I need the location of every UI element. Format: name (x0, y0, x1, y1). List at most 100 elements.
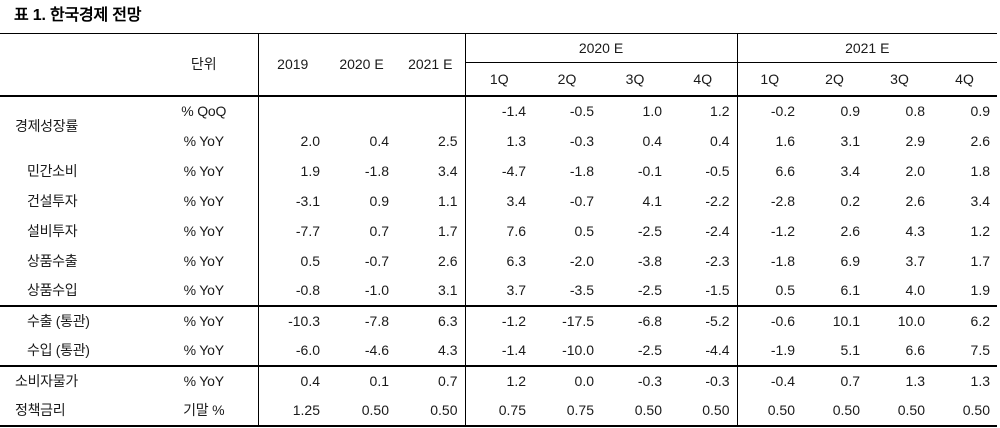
value-cell: 0.0 (533, 364, 601, 396)
value-cell: -2.5 (637, 342, 662, 358)
value-cell: -4.7 (501, 162, 526, 179)
value-cell: 1.9 (970, 282, 990, 298)
value-cell (327, 96, 396, 126)
value-cell: 1.2 (970, 222, 990, 239)
value-cell: 6.3 (506, 252, 526, 269)
value-cell: 0.5 (775, 282, 795, 298)
value-cell: -2.0 (569, 252, 594, 269)
value-cell: -1.2 (465, 304, 533, 336)
value-cell: 3.1 (840, 132, 860, 149)
q-header-2021-2q: 2Q (802, 62, 867, 97)
table-row: 설비투자 % YoY -7.7 0.7 1.7 7.6 0.5 -2.5 -2.4 -1.2 2.6… (0, 215, 997, 246)
year-header-2021e: 2021 E (396, 33, 466, 97)
year-header-2019: 2019 (258, 33, 327, 97)
value-cell: 0.50 (802, 395, 867, 427)
value-cell: -2.5 (637, 282, 662, 298)
value-cell: 0.50 (932, 395, 997, 427)
value-cell: -1.0 (364, 282, 389, 298)
value-cell: -2.3 (669, 245, 738, 276)
value-cell: -1.5 (669, 275, 738, 306)
value-cell: -10.3 (258, 304, 327, 336)
value-cell: -4.6 (364, 342, 389, 358)
quarter-group-2021e: 2021 E (737, 33, 997, 63)
quarter-group-2020e: 2020 E (465, 33, 738, 63)
value-cell: 10.1 (802, 304, 867, 336)
value-cell: -0.2 (770, 103, 795, 119)
value-cell: 1.8 (970, 162, 990, 179)
row-label: 경제성장률 (15, 118, 78, 134)
unit-cell: % YoY (150, 304, 259, 336)
value-cell: 0.8 (905, 103, 925, 119)
q-header-2020-4q: 4Q (669, 62, 738, 97)
value-cell: 6.6 (905, 342, 925, 358)
value-cell: -0.8 (295, 282, 320, 298)
value-cell: -1.4 (501, 342, 526, 358)
value-cell: -0.3 (569, 132, 594, 149)
value-cell: 3.7 (905, 252, 925, 269)
value-cell: -0.1 (637, 162, 662, 179)
value-cell: 2.0 (905, 162, 925, 179)
value-cell: -3.5 (569, 282, 594, 298)
value-cell: 3.7 (506, 282, 526, 298)
value-cell: 1.25 (258, 395, 327, 427)
table-row: 수입 (통관) % YoY -6.0 -4.6 4.3 -1.4 -10.0 -2.5 -4.4… (0, 335, 997, 366)
value-cell: 0.7 (396, 364, 466, 396)
table-row: 민간소비 % YoY 1.9 -1.8 3.4 -4.7 -1.8 -0.1 -0.5 6.6 3.… (0, 155, 997, 186)
row-label: 소비자물가 (0, 364, 150, 396)
q-header-2021-3q: 3Q (867, 62, 932, 97)
header-row-quarters: 1Q 2Q 3Q 4Q 1Q 2Q 3Q 4Q (0, 62, 997, 97)
value-cell: -6.8 (601, 304, 669, 336)
value-cell: 0.50 (737, 395, 802, 427)
value-cell: 1.7 (970, 252, 990, 269)
unit-cell: % YoY (150, 185, 259, 216)
value-cell: -0.6 (737, 304, 802, 336)
value-cell: 1.3 (506, 132, 526, 149)
value-cell: 0.9 (840, 103, 860, 119)
unit-cell: % YoY (150, 245, 259, 276)
korea-economy-forecast-table: 단위 2019 2020 E 2021 E 2020 E 2021 E 1Q 2… (0, 33, 997, 427)
unit-cell: % YoY (150, 155, 259, 186)
value-cell: 3.4 (396, 155, 466, 186)
value-cell: -3.8 (637, 252, 662, 269)
row-label: 수출 (통관) (0, 304, 150, 336)
value-cell: -0.5 (569, 103, 594, 119)
value-cell: -1.9 (770, 342, 795, 358)
unit-cell: 기말 % (150, 395, 259, 427)
value-cell: 0.5 (300, 252, 320, 269)
value-cell: -5.2 (669, 304, 738, 336)
value-cell: -7.8 (327, 304, 396, 336)
row-label-header (0, 33, 150, 97)
table-row: 건설투자 % YoY -3.1 0.9 1.1 3.4 -0.7 4.1 -2.2 -2.8 0.2… (0, 185, 997, 216)
value-cell (396, 95, 466, 126)
value-cell: 0.5 (574, 222, 594, 239)
value-cell: 1.2 (465, 364, 533, 396)
value-cell: -10.0 (562, 342, 594, 358)
value-cell: -0.3 (601, 364, 669, 396)
value-cell: 0.50 (669, 395, 738, 427)
value-cell: -1.8 (569, 162, 594, 179)
value-cell: 0.50 (867, 395, 932, 427)
unit-cell: % QoQ (150, 95, 259, 126)
value-cell: 0.7 (369, 222, 389, 239)
value-cell: 3.4 (840, 162, 860, 179)
value-cell: 7.5 (970, 342, 990, 358)
value-cell: 0.50 (327, 395, 396, 427)
value-cell: 0.4 (258, 364, 327, 396)
value-cell: 4.1 (642, 192, 662, 209)
value-cell: 4.3 (905, 222, 925, 239)
unit-cell: % YoY (150, 125, 259, 156)
value-cell: -1.8 (770, 252, 795, 269)
value-cell: 2.5 (396, 125, 466, 156)
value-cell: 6.3 (396, 304, 466, 336)
table-header: 단위 2019 2020 E 2021 E 2020 E 2021 E 1Q 2… (0, 33, 997, 97)
value-cell: 2.6 (905, 192, 925, 209)
value-cell: -1.2 (770, 222, 795, 239)
value-cell: 2.9 (905, 132, 925, 149)
q-header-2021-4q: 4Q (932, 62, 997, 97)
q-header-2020-1q: 1Q (465, 62, 533, 97)
value-cell: -2.2 (669, 185, 738, 216)
q-header-2020-2q: 2Q (533, 62, 601, 97)
value-cell: 1.6 (775, 132, 795, 149)
value-cell: 4.3 (396, 335, 466, 366)
